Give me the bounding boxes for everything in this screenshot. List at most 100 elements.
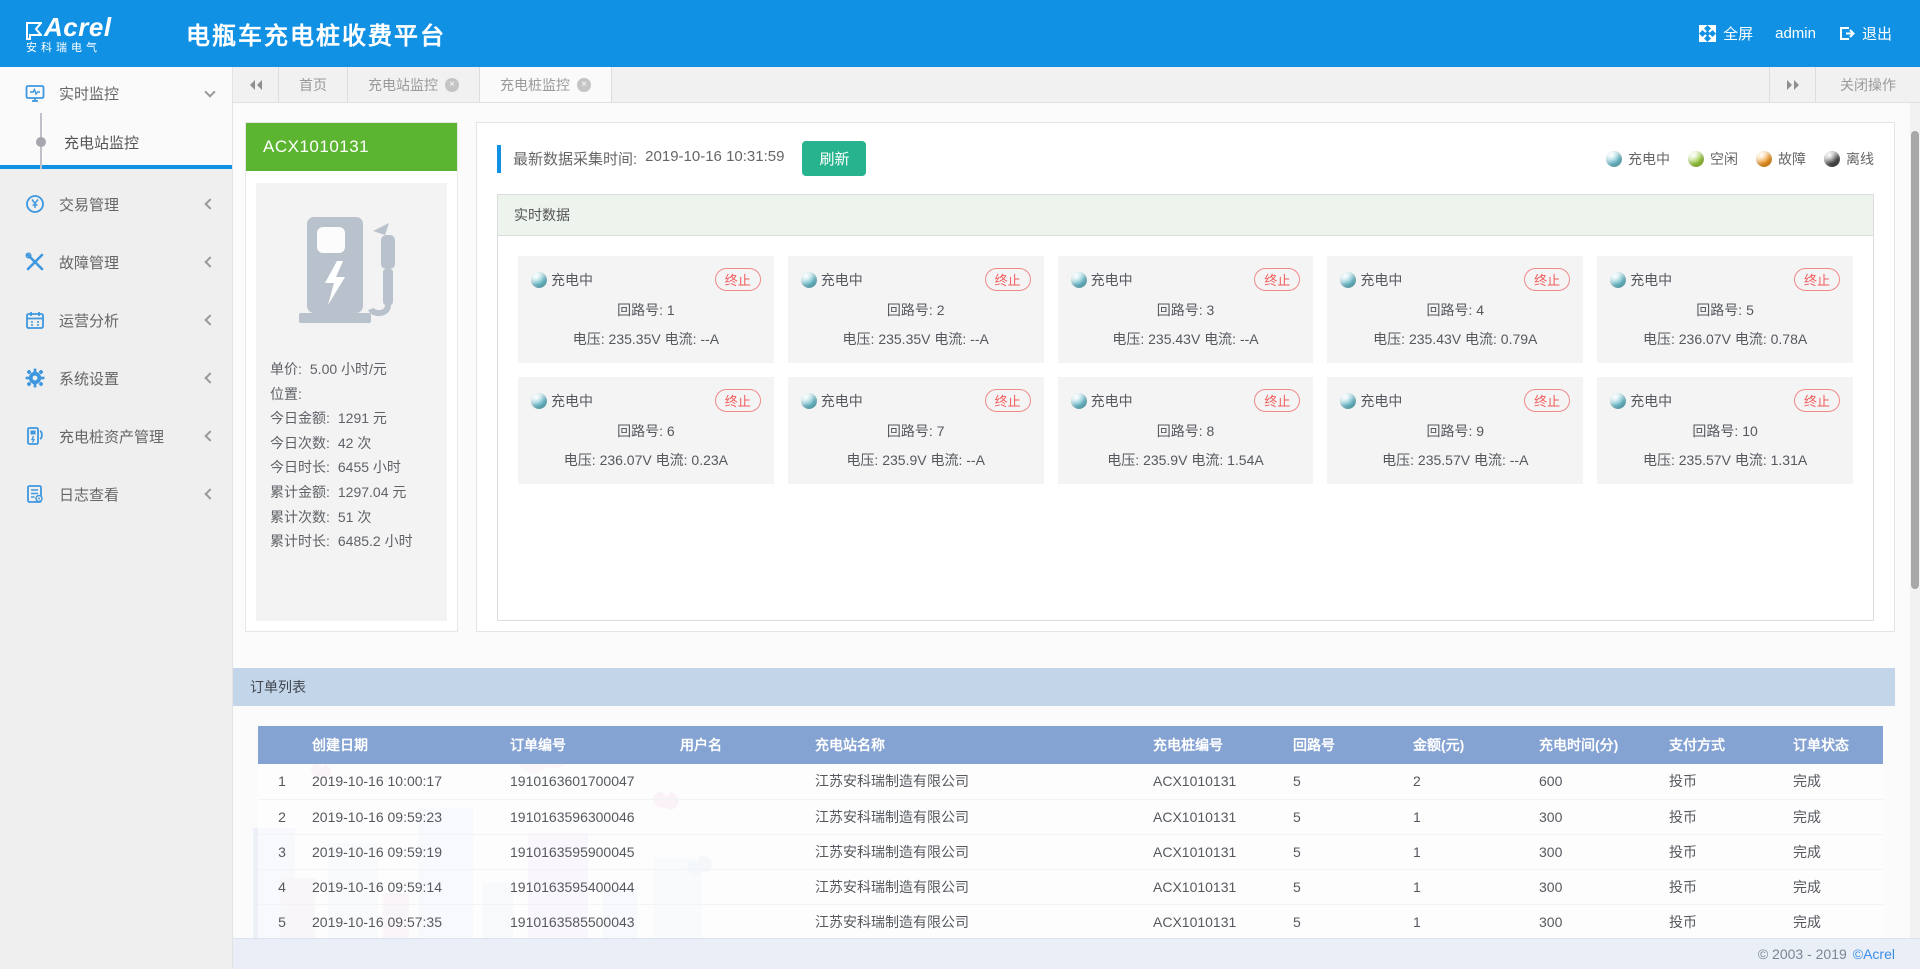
circuit-status-label: 充电中: [820, 271, 863, 288]
chevron-left-icon: [204, 488, 216, 500]
table-row[interactable]: 2 2019-10-16 09:59:23 1910163596300046 江…: [258, 799, 1883, 835]
orders-list-title: 订单列表: [233, 668, 1895, 706]
circuit-no-label: 回路号:: [886, 423, 933, 439]
current-label: 电流:: [1204, 331, 1237, 347]
tab-close-icon[interactable]: ×: [445, 77, 459, 92]
tab-home[interactable]: 首页: [279, 67, 348, 102]
circuit-status-label: 充电中: [551, 392, 593, 409]
table-row[interactable]: 4 2019-10-16 09:59:14 1910163595400044 江…: [258, 869, 1883, 905]
tab-station-monitor[interactable]: 充电站监控 ×: [348, 67, 480, 102]
realtime-data-title: 实时数据: [498, 195, 1873, 236]
pile-stat-row: 今日次数: 42 次: [270, 431, 435, 456]
collect-time-value: 2019-10-16 10:31:59: [645, 148, 785, 165]
stat-label: 今日时长:: [270, 459, 330, 476]
sidebar-item-station-monitor[interactable]: 充电站监控: [0, 113, 232, 169]
chevron-left-icon: [204, 430, 216, 442]
monitor-panel: 最新数据采集时间: 2019-10-16 10:31:59 刷新 充电中 空闲: [476, 122, 1895, 632]
stop-button[interactable]: 终止: [1524, 268, 1571, 291]
tab-label: 充电站监控: [368, 76, 438, 93]
stat-label: 今日金额:: [270, 410, 330, 427]
stop-button[interactable]: 终止: [1793, 268, 1840, 291]
circuit-card: 充电中 终止 回路号: 2 电压: 235.35V 电: [787, 256, 1044, 363]
stop-button[interactable]: 终止: [984, 389, 1031, 412]
collect-time-label: 最新数据采集时间:: [513, 151, 638, 168]
chevron-down-icon: [204, 85, 216, 98]
legend-offline: 离线: [1824, 149, 1874, 169]
legend-label: 充电中: [1628, 150, 1670, 167]
voltage-value: 235.57V: [1417, 452, 1471, 468]
sidebar-item-faults[interactable]: 故障管理: [0, 233, 232, 291]
tab-label: 充电桩监控: [500, 76, 570, 93]
tab-pile-monitor[interactable]: 充电桩监控 ×: [480, 67, 612, 102]
cell-date: 2019-10-16 09:59:23: [306, 799, 504, 835]
cell-date: 2019-10-16 09:59:14: [306, 869, 504, 905]
table-row[interactable]: 5 2019-10-16 09:57:35 1910163585500043 江…: [258, 904, 1883, 940]
tools-icon: [25, 252, 44, 271]
sidebar-item-realtime-monitor[interactable]: 实时监控: [0, 67, 232, 119]
circuit-card: 充电中 终止 回路号: 4 电压: 235.43V 电: [1327, 256, 1584, 363]
circuit-card: 充电中 终止 回路号: 3 电压: 235.43V 电: [1057, 256, 1314, 363]
pile-stat-row: 累计次数: 51 次: [270, 505, 435, 530]
stop-button[interactable]: 终止: [1254, 389, 1301, 412]
charging-pile-icon: [27, 427, 43, 445]
stat-value: 1297.04 元: [337, 483, 407, 500]
table-row[interactable]: 1 2019-10-16 10:00:17 1910163601700047 江…: [258, 764, 1883, 800]
cell-station: 江苏安科瑞制造有限公司: [809, 799, 1147, 835]
cell-status: 完成: [1787, 834, 1883, 870]
double-chevron-right-icon: [1786, 79, 1799, 90]
fullscreen-button[interactable]: 全屏: [1699, 23, 1753, 44]
circuit-no-label: 回路号:: [1426, 423, 1473, 439]
accent-bar: [497, 144, 501, 173]
circuit-no-value: 2: [936, 302, 945, 318]
scrollbar-thumb[interactable]: [1911, 131, 1919, 589]
gear-icon: [25, 368, 45, 388]
sidebar-item-pile-assets[interactable]: 充电桩资产管理: [0, 407, 232, 465]
copyright-text: © 2003 - 2019: [1757, 946, 1847, 962]
charging-status-dot: [1070, 392, 1087, 409]
circuit-card: 充电中 终止 回路号: 1 电压: 235.35V 电: [518, 256, 774, 363]
current-value: --A: [966, 452, 985, 468]
pile-id: ACX1010131: [246, 123, 457, 171]
circuit-card: 充电中 终止 回路号: 5 电压: 236.07V 电: [1597, 256, 1853, 363]
stop-button[interactable]: 终止: [984, 268, 1031, 291]
logout-button[interactable]: 退出: [1838, 23, 1892, 44]
voltage-value: 235.35V: [608, 331, 661, 347]
tabs-scroll-right-button[interactable]: [1769, 67, 1815, 102]
username: admin: [1775, 25, 1816, 42]
sidebar-item-system-settings[interactable]: 系统设置: [0, 349, 232, 407]
fullscreen-label: 全屏: [1723, 26, 1754, 43]
circuit-card: 充电中 终止 回路号: 8 电压: 235.9V 电流: [1057, 377, 1314, 484]
sidebar-group-realtime: 实时监控 充电站监控: [0, 67, 232, 169]
tabs-scroll-left-button[interactable]: [233, 67, 279, 102]
vertical-scrollbar[interactable]: [1910, 103, 1920, 938]
current-value: 1.54A: [1227, 452, 1264, 468]
charging-status-dot: [800, 392, 817, 409]
user-menu[interactable]: admin: [1775, 25, 1816, 42]
stop-button[interactable]: 终止: [714, 389, 761, 412]
charging-status-dot: [531, 271, 547, 288]
circuit-no-value: 5: [1746, 302, 1754, 318]
legend-idle: 空闲: [1688, 149, 1738, 169]
sidebar-item-logs[interactable]: 日志查看: [0, 465, 232, 523]
stop-button[interactable]: 终止: [1793, 389, 1840, 412]
table-row[interactable]: 3 2019-10-16 09:59:19 1910163595900045 江…: [258, 834, 1883, 870]
pile-stat-row: 位置:: [270, 382, 435, 407]
cell-circuit: 5: [1287, 904, 1407, 940]
refresh-button[interactable]: 刷新: [802, 141, 867, 176]
sidebar-item-transactions[interactable]: 交易管理: [0, 175, 232, 233]
sidebar-item-label: 充电桩资产管理: [59, 428, 165, 446]
stop-button[interactable]: 终止: [1254, 268, 1301, 291]
cell-pile: ACX1010131: [1147, 764, 1287, 800]
cell-user: [674, 799, 809, 835]
stop-button[interactable]: 终止: [714, 268, 761, 291]
voltage-value: 236.07V: [599, 452, 652, 468]
close-operations-button[interactable]: 关闭操作: [1815, 67, 1920, 102]
stop-button[interactable]: 终止: [1524, 389, 1571, 412]
tab-close-icon[interactable]: ×: [577, 77, 591, 92]
stat-value: 6455 小时: [337, 459, 401, 476]
cell-user: [674, 869, 809, 905]
sidebar-item-label: 系统设置: [59, 370, 120, 388]
sidebar-item-operation-analysis[interactable]: 运营分析: [0, 291, 232, 349]
circuit-status-label: 充电中: [1630, 271, 1673, 288]
brand-link[interactable]: ©Acrel: [1852, 946, 1895, 962]
